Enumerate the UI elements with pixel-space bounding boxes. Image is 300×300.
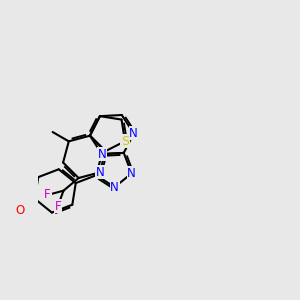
Text: N: N bbox=[127, 167, 136, 180]
Text: N: N bbox=[129, 127, 138, 140]
Text: F: F bbox=[44, 188, 51, 201]
Text: N: N bbox=[95, 166, 104, 179]
Text: O: O bbox=[16, 204, 25, 217]
Text: F: F bbox=[55, 200, 61, 213]
Text: S: S bbox=[121, 135, 129, 148]
Text: N: N bbox=[110, 181, 119, 194]
Text: N: N bbox=[98, 148, 106, 160]
